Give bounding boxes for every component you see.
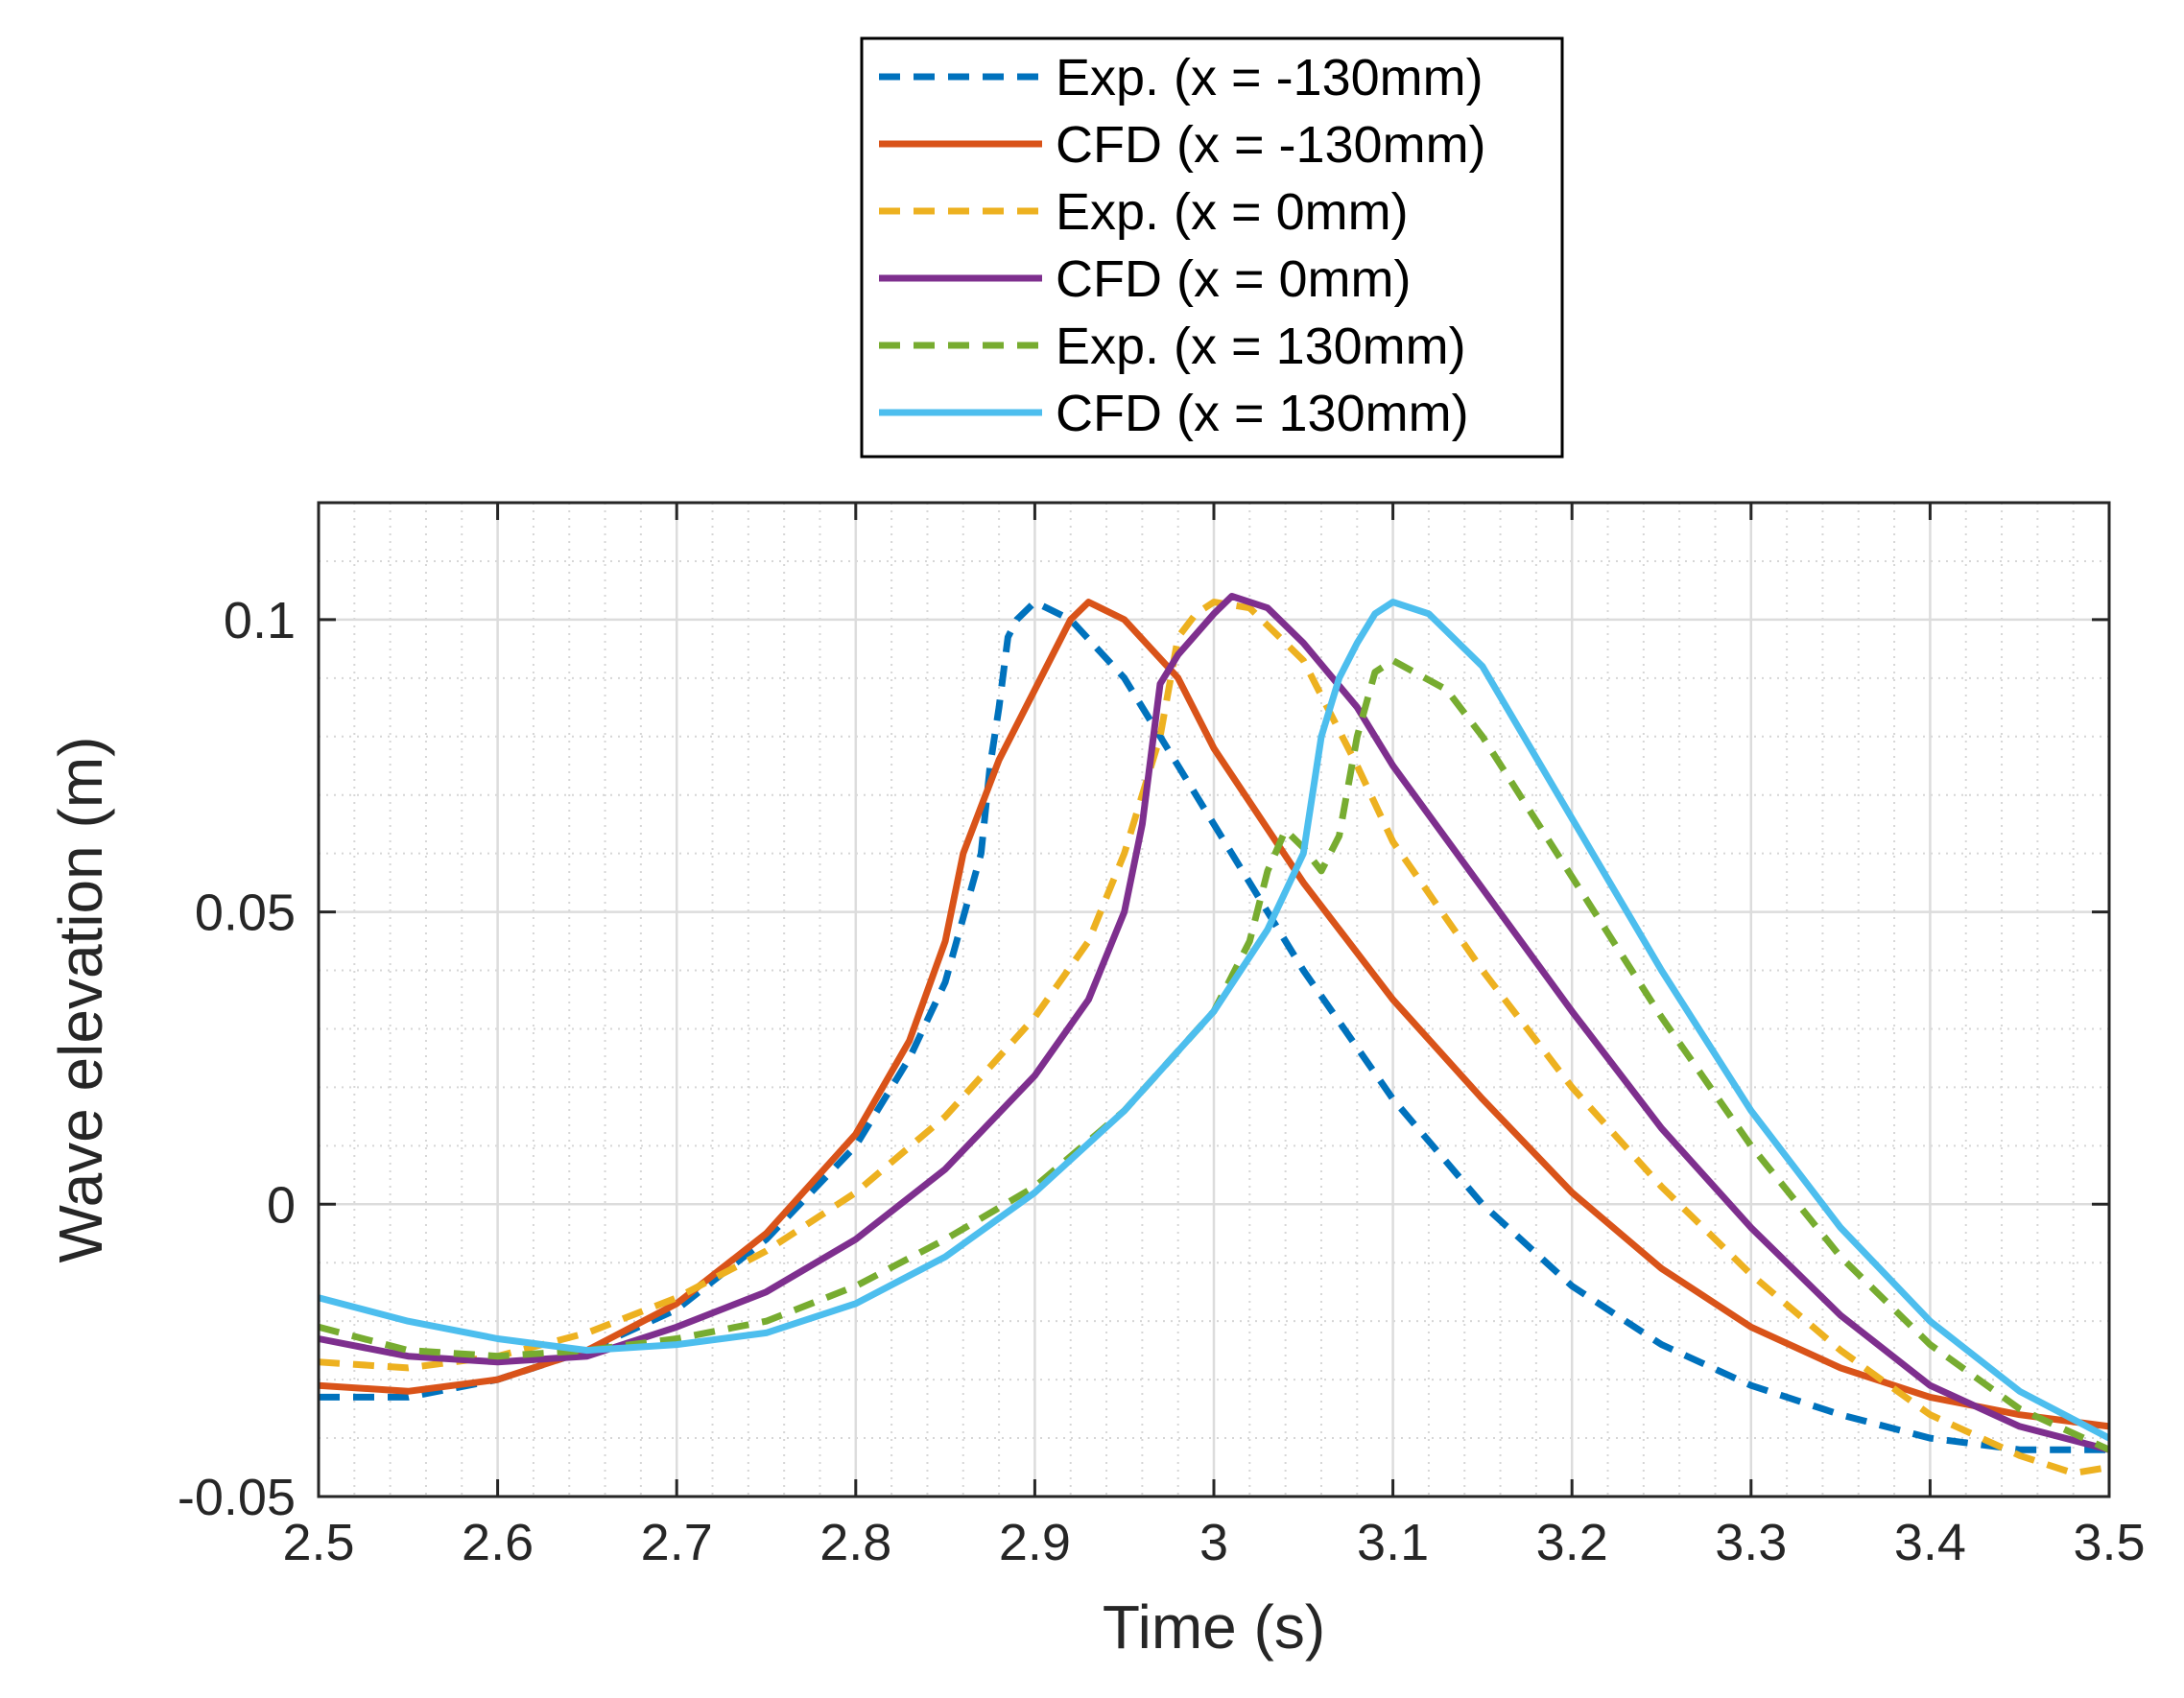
x-tick-label: 2.5	[282, 1514, 354, 1571]
legend-label-4: CFD (x = 0mm)	[1056, 250, 1412, 308]
x-tick-label: 3.1	[1357, 1514, 1429, 1571]
x-tick-labels: 2.5 2.6 2.7 2.8 2.9 3 3.1 3.2 3.3 3.4 3.5	[282, 1514, 2145, 1571]
x-axis-title: Time (s)	[1103, 1592, 1325, 1662]
legend-box	[860, 36, 1564, 459]
x-tick-label: 2.8	[819, 1514, 891, 1571]
y-tick-label: -0.05	[178, 1469, 296, 1526]
y-tick-labels: -0.05 0 0.05 0.1	[178, 592, 296, 1526]
x-tick-label: 2.7	[641, 1514, 713, 1571]
y-axis-title: Wave elevation (m)	[46, 737, 115, 1263]
legend-label-3: Exp. (x = 0mm)	[1056, 183, 1409, 241]
tick-marks	[317, 503, 2111, 1498]
series-line-2	[318, 599, 2110, 1430]
x-tick-label: 3.4	[1894, 1514, 1966, 1571]
legend: Exp. (x = -130mm) CFD (x = -130mm) Exp. (x…	[860, 36, 1564, 459]
x-tick-label: 3.3	[1715, 1514, 1787, 1571]
series-lines	[318, 593, 2111, 1477]
series-line-6	[318, 599, 2111, 1442]
x-tick-label: 2.6	[462, 1514, 534, 1571]
y-tick-label: 0.1	[224, 592, 296, 649]
x-tick-label: 3.2	[1536, 1514, 1608, 1571]
y-tick-label: 0.05	[195, 884, 296, 942]
x-tick-label: 3	[1199, 1514, 1228, 1571]
x-tick-label: 3.5	[2073, 1514, 2145, 1571]
series-line-4	[318, 593, 2110, 1453]
series-line-3	[318, 599, 2110, 1477]
y-tick-label: 0	[267, 1176, 296, 1234]
series-line-1	[319, 599, 2109, 1453]
x-tick-label: 2.9	[999, 1514, 1071, 1571]
legend-label-5: Exp. (x = 130mm)	[1056, 318, 1466, 375]
legend-label-1: Exp. (x = -130mm)	[1056, 49, 1484, 106]
legend-label-6: CFD (x = 130mm)	[1056, 385, 1469, 442]
legend-label-2: CFD (x = -130mm)	[1056, 116, 1486, 174]
